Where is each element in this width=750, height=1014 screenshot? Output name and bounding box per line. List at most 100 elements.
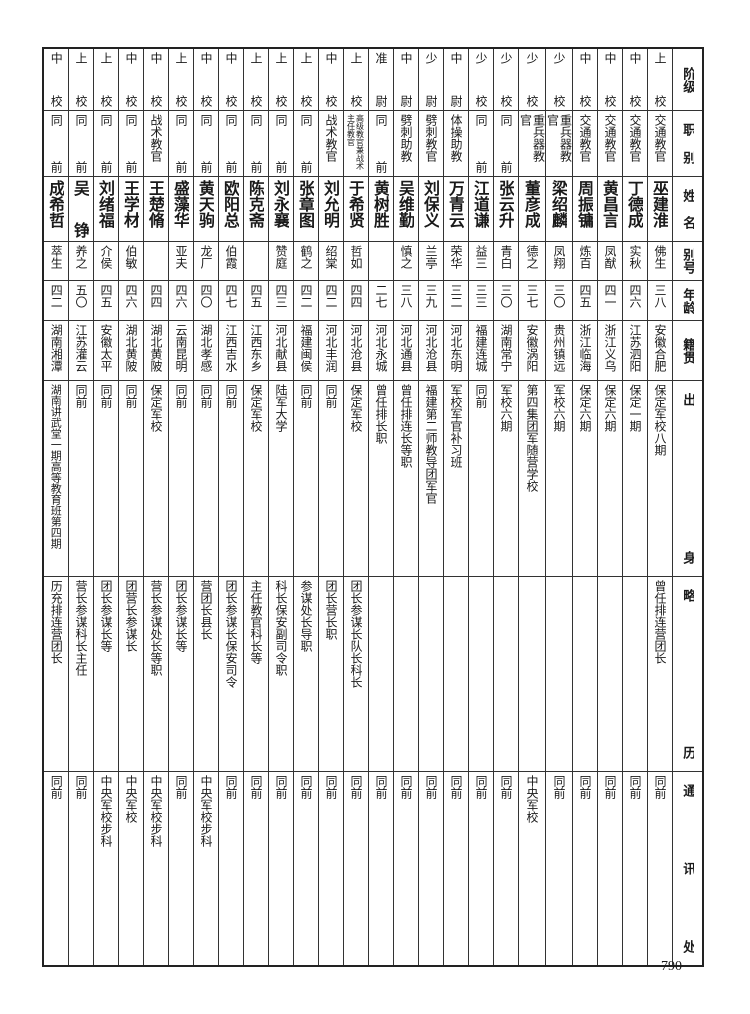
contact-cell: 同前: [42, 771, 69, 967]
rank-text: 上校: [349, 52, 362, 107]
name-text: 万青云: [447, 180, 464, 228]
native-place-text: 河北通县: [399, 324, 412, 372]
name-cell: 吴维勤: [392, 176, 419, 242]
background-text: 同前: [174, 384, 187, 408]
name-text: 张章图: [297, 180, 314, 228]
rank-text: 少校: [474, 52, 487, 107]
post-text: 劈刺教官: [424, 114, 437, 162]
background-text: 福建第二师教导团军官: [424, 384, 437, 504]
contact-cell: 同前: [292, 771, 319, 967]
age-cell: 三二: [442, 280, 469, 321]
contact-cell: 同前: [67, 771, 94, 967]
post-cell: 同前: [467, 110, 494, 177]
age-cell: 四五: [92, 280, 119, 321]
post-cell: 同前: [117, 110, 144, 177]
row-alias: 萃生 养之 介侯 伯敏 亚夫 龙厂 伯霞 赞庭 鹤之 绍棠 哲如 慎之 兰亭 荣华 益三 青白 德之 凤翔 炼百 凤猷…: [42, 241, 704, 281]
row-name: 成希哲 吴铮 刘绪福 王学材 王楚脩 盛藻华 黄天驹 欧阳总 陈克斋 刘永襄 张章图 刘允明 于希贤 黄树…: [42, 176, 704, 242]
contact-cell: 同前: [267, 771, 294, 967]
header-label: 略历: [680, 589, 695, 759]
age-cell: 四三: [267, 280, 294, 321]
native-place-text: 江西吉水: [224, 324, 237, 372]
alias-cell: 兰亭: [417, 241, 444, 281]
name-cell: 成希哲: [42, 176, 69, 242]
row-career: 历充排连营团长 营长参谋科长主任 团长参谋长等 团营长参谋长 营长参谋处长等职 团长参谋长…: [42, 576, 704, 772]
rank-text: 上校: [174, 52, 187, 107]
contact-cell: 中央军校步科: [92, 771, 119, 967]
name-text: 刘绪福: [97, 180, 114, 228]
header-label: 阶级: [680, 66, 695, 93]
alias-cell: 益三: [467, 241, 494, 281]
name-cell: 吴铮: [67, 176, 94, 242]
name-cell: 刘永襄: [267, 176, 294, 242]
career-cell: 团长参谋长队长科长: [342, 576, 369, 772]
native-place-text: 湖北黄陂: [149, 324, 162, 372]
rank-text: 中校: [628, 52, 641, 107]
native-place-text: 河北沧县: [424, 324, 437, 372]
alias-text: 兰亭: [424, 245, 437, 269]
contact-cell: 同前: [317, 771, 344, 967]
native-place-text: 江苏灌云: [74, 324, 87, 372]
age-cell: 四六: [621, 280, 648, 321]
name-cell: 刘保义: [417, 176, 444, 242]
name-cell: 巫建淮: [646, 176, 673, 242]
contact-text: 中央军校: [124, 775, 137, 823]
header-cell-contact: 通讯处: [671, 771, 704, 967]
career-text: 曾任排连营团长: [653, 580, 666, 664]
rank-text: 上校: [274, 52, 287, 107]
age-cell: 三九: [417, 280, 444, 321]
contact-cell: 同前: [442, 771, 469, 967]
career-text: 团长营长职: [324, 580, 337, 640]
contact-cell: 同前: [467, 771, 494, 967]
career-cell: [621, 576, 648, 772]
name-cell: 于希贤: [342, 176, 369, 242]
age-text: 四五: [249, 284, 262, 308]
career-cell: 团长营长职: [317, 576, 344, 772]
native-place-text: 江苏泗阳: [628, 324, 641, 372]
rank-cell: 中校: [596, 47, 623, 111]
age-text: 四七: [224, 284, 237, 308]
native-place-cell: 贵州镇远: [544, 320, 573, 381]
age-cell: 三三: [467, 280, 494, 321]
alias-text: 龙厂: [199, 245, 212, 269]
name-cell: 张云升: [492, 176, 519, 242]
contact-cell: 同前: [621, 771, 648, 967]
rank-cell: 中校: [217, 47, 244, 111]
native-place-cell: 湖南常宁: [492, 320, 519, 381]
background-cell: 同前: [92, 380, 119, 577]
rank-text: 中校: [199, 52, 212, 107]
post-cell: 高级教官兼战术主任教官: [342, 110, 369, 177]
native-place-cell: 河北永城: [367, 320, 394, 381]
officer-roster-table: 中校 上校 上校 中校 中校 上校 中校 中校 上校 上校 上校 中校 上校 准尉 中尉 少尉 中尉 少校 少校 少校…: [42, 47, 704, 967]
age-cell: 四六: [117, 280, 144, 321]
native-place-cell: 浙江义乌: [596, 320, 623, 381]
alias-cell: 慎之: [392, 241, 419, 281]
name-text: 巫建淮: [651, 180, 668, 228]
name-cell: 万青云: [442, 176, 469, 242]
contact-cell: 同前: [596, 771, 623, 967]
alias-cell: [142, 241, 169, 281]
header-cell-native: 籍贯: [671, 320, 704, 381]
rank-text: 上校: [249, 52, 262, 107]
header-cell-post: 职别: [671, 110, 704, 177]
native-place-text: 河北丰润: [324, 324, 337, 372]
background-text: 保定六期: [578, 384, 591, 432]
contact-cell: 同前: [571, 771, 598, 967]
rank-cell: 上校: [92, 47, 119, 111]
age-text: 四三: [274, 284, 287, 308]
post-text: 同前: [249, 114, 262, 173]
rank-cell: 中校: [571, 47, 598, 111]
post-cell: 交通教官: [646, 110, 673, 177]
career-cell: 曾任排连营团长: [646, 576, 673, 772]
age-text: 四五: [578, 284, 591, 308]
alias-cell: 亚夫: [167, 241, 194, 281]
rank-cell: 准尉: [367, 47, 394, 111]
background-cell: 曾任排连长等职: [392, 380, 419, 577]
contact-text: 同前: [578, 775, 591, 799]
header-cell-age: 年龄: [671, 280, 704, 321]
native-place-text: 河北永城: [374, 324, 387, 372]
name-cell: 黄树胜: [367, 176, 394, 242]
career-text: 科长保安副司令职: [274, 580, 287, 676]
post-cell: 战术教官: [317, 110, 344, 177]
contact-cell: 中央军校步科: [192, 771, 219, 967]
native-place-text: 河北献县: [274, 324, 287, 372]
